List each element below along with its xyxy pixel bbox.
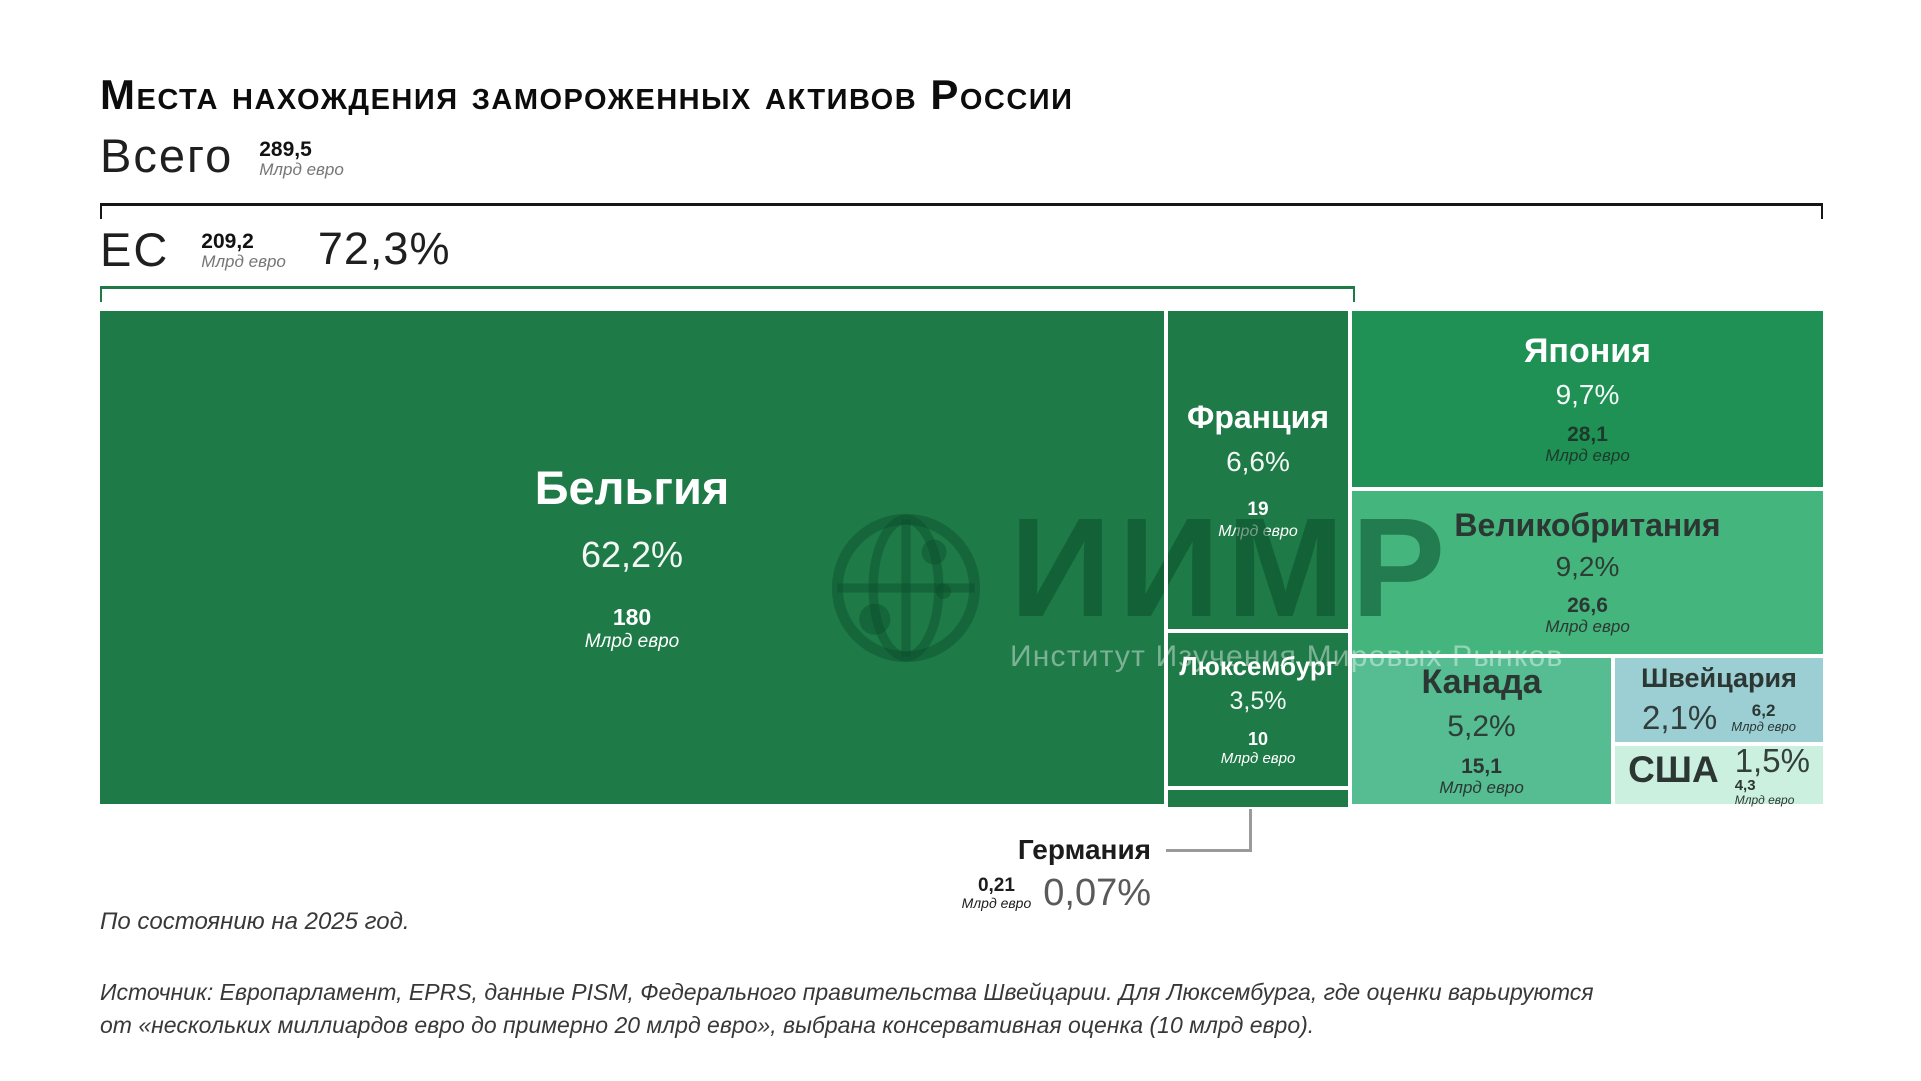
- treemap-node-luxembourg[interactable]: Люксембург 3,5% 10 Млрд евро: [1168, 633, 1348, 786]
- country-label: Франция: [1187, 398, 1329, 435]
- as-of-note: По состоянию на 2025 год.: [100, 908, 410, 935]
- value-label: 15,1: [1461, 754, 1502, 778]
- total-unit: Млрд евро: [259, 160, 344, 180]
- country-label: Швейцария: [1641, 663, 1797, 693]
- switzerland-figures-row: 2,1% 6,2 Млрд евро: [1642, 698, 1796, 736]
- unit-label: Млрд евро: [584, 631, 680, 653]
- country-label: Люксембург: [1179, 650, 1337, 681]
- page-title: Места нахождения замороженных активов Ро…: [100, 71, 1074, 119]
- germany-figures-row: 0,21 Млрд евро 0,07%: [962, 874, 1151, 912]
- country-label: Германия: [1017, 834, 1151, 865]
- germany-callout-label: Германия 0,21 Млрд евро 0,07%: [962, 834, 1151, 912]
- source-line-1: Источник: Европарламент, EPRS, данные PI…: [100, 979, 1594, 1005]
- eu-label: ЕС: [100, 223, 170, 276]
- treemap-node-switzerland[interactable]: Швейцария 2,1% 6,2 Млрд евро: [1615, 658, 1823, 742]
- value-label: 26,6: [1567, 594, 1608, 618]
- total-label: Всего: [100, 129, 234, 182]
- treemap-node-usa[interactable]: США 1,5% 4,3 Млрд евро: [1615, 741, 1823, 807]
- unit-label: Млрд евро: [1731, 718, 1796, 734]
- source-line-2: от «нескольких миллиардов евро до пример…: [100, 1011, 1315, 1038]
- eu-percent: 72,3%: [317, 223, 451, 274]
- unit-label: Млрд евро: [1218, 522, 1298, 540]
- treemap-node-japan[interactable]: Япония 9,7% 28,1 Млрд евро: [1352, 311, 1823, 487]
- total-bracket: [100, 203, 1823, 219]
- value-label: 6,2: [1751, 701, 1776, 721]
- country-label: Канада: [1421, 663, 1542, 702]
- percent-label: 6,6%: [1226, 445, 1290, 477]
- percent-label: 62,2%: [580, 534, 684, 576]
- unit-label: Млрд евро: [961, 894, 1032, 911]
- grid-gap-line: [1164, 311, 1168, 807]
- total-value-stack: 289,5 Млрд евро: [259, 138, 344, 180]
- eu-value: 209,2: [201, 230, 254, 253]
- value-stack: 1,5% 4,3 Млрд евро: [1734, 741, 1810, 807]
- value-label: 28,1: [1567, 422, 1608, 446]
- grid-gap-line: [1352, 654, 1823, 658]
- value-stack: 6,2 Млрд евро: [1731, 702, 1796, 733]
- eu-bracket: [100, 286, 1355, 302]
- unit-label: Млрд евро: [1439, 777, 1524, 797]
- treemap-node-france[interactable]: Франция 6,6% 19 Млрд евро: [1168, 311, 1348, 629]
- country-label: Великобритания: [1454, 507, 1721, 544]
- eu-unit: Млрд евро: [201, 252, 286, 272]
- unit-label: Млрд евро: [1734, 792, 1795, 807]
- treemap-node-germany[interactable]: [1168, 790, 1348, 807]
- unit-label: Млрд евро: [1545, 617, 1630, 637]
- value-label: 10: [1247, 728, 1269, 749]
- total-value: 289,5: [259, 138, 312, 161]
- unit-label: Млрд евро: [1545, 445, 1630, 465]
- source-note: Источник: Европарламент, EPRS, данные PI…: [100, 976, 1594, 1041]
- percent-label: 5,2%: [1447, 709, 1516, 743]
- percent-label: 0,07%: [1043, 872, 1151, 914]
- eu-value-stack: 209,2 Млрд евро: [201, 230, 286, 272]
- value-label: 0,21: [977, 874, 1015, 896]
- germany-callout-line-vertical: [1249, 809, 1252, 852]
- unit-label: Млрд евро: [1220, 749, 1296, 767]
- usa-figures-row: США 1,5% 4,3 Млрд евро: [1628, 741, 1810, 807]
- value-label: 4,3: [1734, 777, 1756, 795]
- country-label: США: [1628, 748, 1719, 790]
- total-row: Всего 289,5 Млрд евро: [100, 132, 344, 179]
- value-label: 19: [1247, 498, 1269, 520]
- grid-gap-line: [1348, 311, 1352, 807]
- percent-label: 9,2%: [1555, 551, 1620, 583]
- country-label: Япония: [1523, 331, 1652, 370]
- treemap-node-canada[interactable]: Канада 5,2% 15,1 Млрд евро: [1352, 658, 1611, 804]
- germany-callout-line-horizontal: [1166, 849, 1252, 852]
- percent-label: 1,5%: [1734, 741, 1810, 779]
- percent-label: 3,5%: [1229, 687, 1287, 716]
- value-stack: 0,21 Млрд евро: [961, 874, 1032, 911]
- value-label: 180: [612, 604, 652, 631]
- treemap-node-uk[interactable]: Великобритания 9,2% 26,6 Млрд евро: [1352, 491, 1823, 654]
- eu-row: ЕС 209,2 Млрд евро 72,3%: [100, 226, 450, 273]
- treemap: Бельгия 62,2% 180 Млрд евро Франция 6,6%…: [100, 311, 1823, 807]
- percent-label: 2,1%: [1642, 698, 1718, 736]
- treemap-node-belgium[interactable]: Бельгия 62,2% 180 Млрд евро: [100, 311, 1164, 804]
- country-label: Бельгия: [534, 460, 730, 514]
- percent-label: 9,7%: [1555, 378, 1620, 410]
